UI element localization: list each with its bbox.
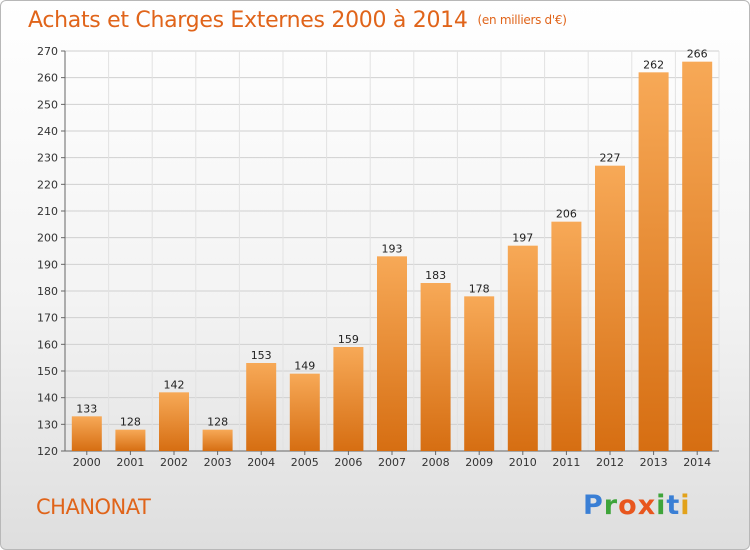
x-tick-label: 2011	[552, 456, 580, 469]
x-tick-label: 2014	[683, 456, 711, 469]
y-tick-label: 180	[37, 285, 58, 298]
x-tick-label: 2010	[509, 456, 537, 469]
bar	[595, 165, 625, 451]
bar-value-label: 197	[512, 232, 533, 245]
bar-value-label: 178	[469, 282, 490, 295]
logo-letter: i	[656, 490, 667, 521]
chart-title-text: Achats et Charges Externes 2000 à 2014	[28, 8, 468, 33]
bar	[377, 256, 407, 451]
bar-value-label: 128	[207, 416, 228, 429]
x-tick-label: 2001	[116, 456, 144, 469]
commune-name: CHANONAT	[36, 495, 151, 519]
bar-value-label: 149	[294, 360, 315, 373]
logo-letter: i	[680, 490, 691, 521]
y-tick-label: 220	[37, 178, 58, 191]
x-tick-label: 2008	[422, 456, 450, 469]
bar-value-label: 206	[556, 208, 577, 221]
y-tick-label: 150	[37, 365, 58, 378]
y-tick-label: 140	[37, 392, 58, 405]
bar-value-label: 128	[120, 416, 141, 429]
logo-letter: P	[583, 490, 604, 521]
x-tick-label: 2006	[334, 456, 362, 469]
y-tick-label: 200	[37, 232, 58, 245]
bar	[464, 296, 495, 451]
x-tick-label: 2012	[596, 456, 624, 469]
y-tick-label: 210	[37, 205, 58, 218]
bar-value-label: 159	[338, 333, 359, 346]
bar	[246, 363, 277, 451]
bar	[333, 347, 364, 451]
bar	[115, 429, 146, 451]
bars	[71, 61, 713, 452]
x-tick-label: 2000	[73, 456, 101, 469]
x-tick-label: 2013	[640, 456, 668, 469]
x-tick-label: 2002	[160, 456, 188, 469]
bar-value-label: 142	[164, 378, 185, 391]
logo-letter: o	[618, 490, 638, 521]
y-tick-label: 120	[37, 445, 58, 458]
bar-value-label: 183	[425, 269, 446, 282]
x-tick-label: 2005	[291, 456, 319, 469]
chart-title: Achats et Charges Externes 2000 à 2014 (e…	[28, 8, 567, 33]
y-tick-label: 130	[37, 418, 58, 431]
y-tick-label: 260	[37, 72, 58, 85]
logo-letter: x	[637, 490, 657, 521]
bar-value-label: 262	[643, 58, 664, 71]
logo-letter: t	[666, 490, 681, 521]
x-tick-label: 2004	[247, 456, 275, 469]
bar	[71, 416, 102, 451]
x-tick-label: 2003	[204, 456, 232, 469]
bar-value-label: 133	[76, 402, 97, 415]
y-tick-label: 230	[37, 152, 58, 165]
y-tick-label: 250	[37, 98, 58, 111]
x-tick-label: 2007	[378, 456, 406, 469]
x-tick-label: 2009	[465, 456, 493, 469]
y-tick-label: 160	[37, 338, 58, 351]
bar	[420, 283, 451, 451]
bar	[159, 392, 189, 451]
y-tick-label: 190	[37, 258, 58, 271]
bar	[507, 245, 538, 451]
bar	[202, 429, 233, 451]
bar	[638, 72, 669, 451]
bar-value-label: 227	[600, 152, 621, 165]
logo-letter: r	[603, 490, 619, 521]
proxiti-logo: Proxiti	[583, 490, 691, 521]
bar-value-label: 153	[251, 349, 272, 362]
y-tick-label: 240	[37, 125, 58, 138]
y-tick-label: 270	[37, 45, 58, 58]
bar	[289, 373, 320, 451]
bar-value-label: 266	[687, 48, 708, 61]
unit-note: (en milliers d'€)	[477, 13, 567, 27]
y-tick-label: 170	[37, 312, 58, 325]
bar	[551, 221, 582, 451]
bar-value-label: 193	[382, 242, 403, 255]
labels: 120 130 140 150 160 170 180 190 200 210 220 230 240 2…	[37, 45, 711, 469]
bar	[682, 61, 713, 452]
